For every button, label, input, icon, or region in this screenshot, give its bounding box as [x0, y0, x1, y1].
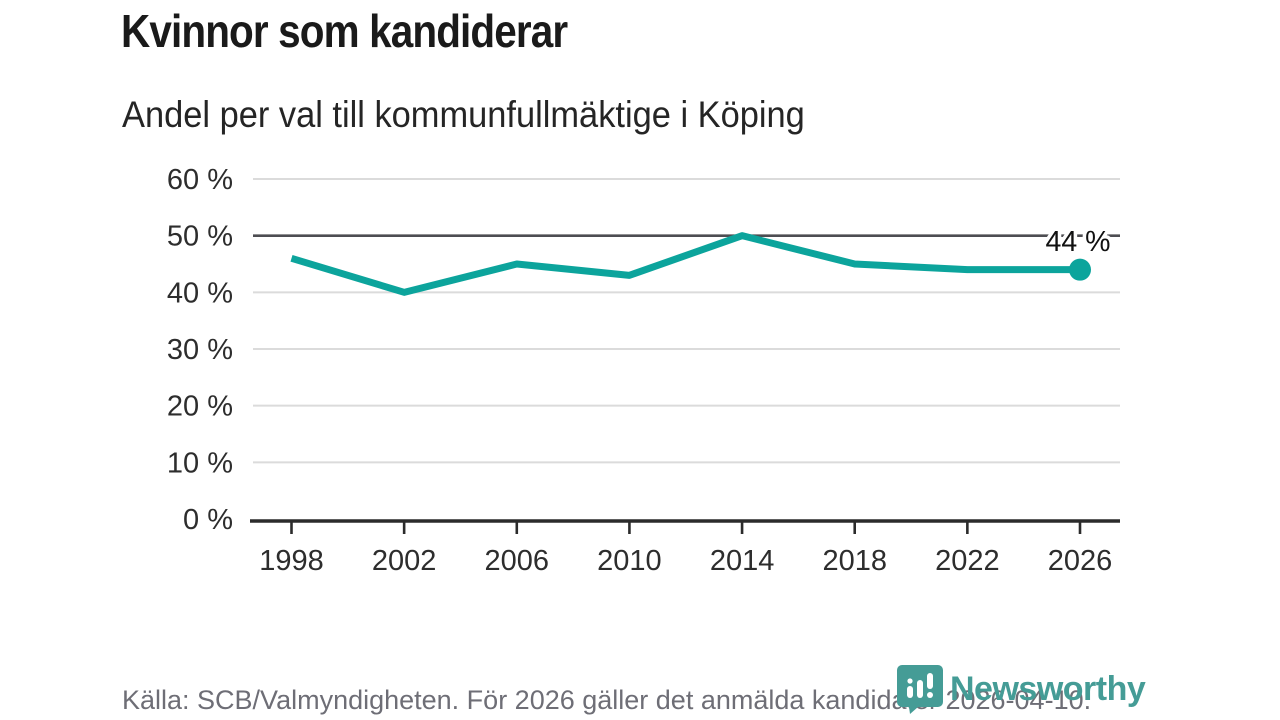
- newsworthy-speech-bubble-chart-icon: [897, 665, 943, 714]
- x-axis-tick-label: 2014: [710, 545, 775, 577]
- y-axis-tick-label: 0 %: [183, 504, 233, 536]
- x-axis-tick-label: 2010: [597, 545, 662, 577]
- x-axis-tick-label: 2006: [485, 545, 550, 577]
- end-point-marker: [1069, 258, 1091, 281]
- y-axis-tick-label: 50 %: [167, 221, 233, 253]
- chart-title: Kvinnor som kandiderar: [121, 5, 568, 57]
- y-axis-tick-label: 20 %: [167, 391, 233, 423]
- end-value-label: 44 %: [1046, 226, 1111, 258]
- data-line-series: [290, 232, 1080, 296]
- y-axis-tick-label: 30 %: [167, 334, 233, 366]
- x-axis-tick-label: 2022: [935, 545, 1000, 577]
- y-axis-tick-label: 40 %: [167, 277, 233, 309]
- x-axis-tick-label: 2018: [822, 545, 887, 577]
- y-axis-tick-label: 60 %: [167, 164, 233, 196]
- x-axis-tick-label: 2026: [1048, 545, 1113, 577]
- x-axis-tick-label: 1998: [259, 545, 324, 577]
- y-axis-tick-label: 10 %: [167, 447, 233, 479]
- chart-subtitle: Andel per val till kommunfullmäktige i K…: [122, 94, 805, 135]
- newsworthy-logo: Newsworthy: [896, 664, 1146, 714]
- x-axis-tick-label: 2002: [372, 545, 437, 577]
- newsworthy-wordmark: Newsworthy: [950, 669, 1146, 708]
